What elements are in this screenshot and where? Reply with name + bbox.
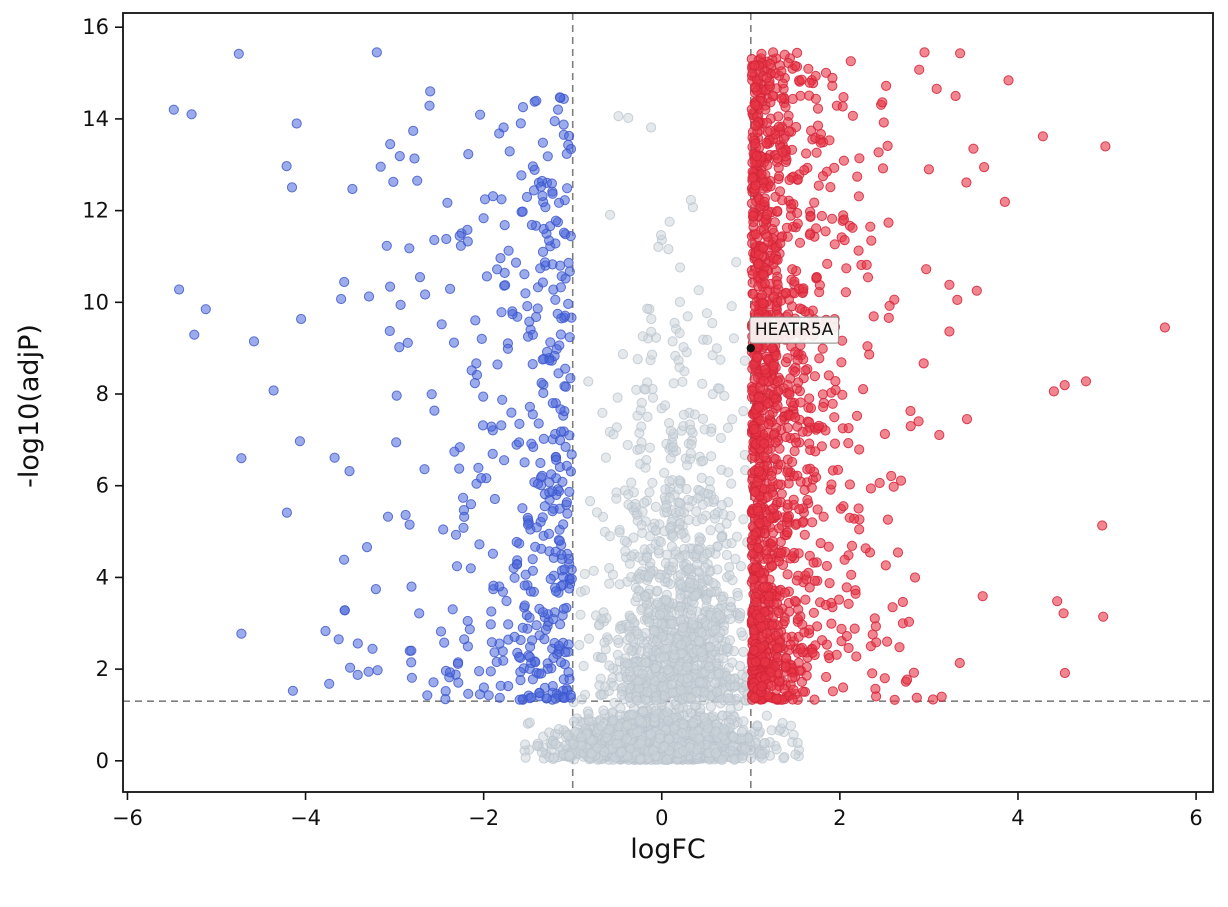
series-not-significant	[519, 111, 805, 766]
gene-annotation-box	[749, 316, 840, 344]
y-tick-label: 16	[82, 15, 109, 39]
annotated-point	[746, 343, 756, 353]
x-tick-label: −6	[112, 806, 143, 830]
axis-ticks: −6 −4 −2 0 2 4 6 0 2 4 6 8 10 12 14 16	[82, 15, 1203, 830]
series-down-regulated	[168, 47, 577, 705]
gene-annotation: HEATR5A	[746, 316, 840, 353]
x-tick-label: 0	[655, 806, 668, 830]
y-tick-label: 12	[82, 199, 109, 223]
y-tick-label: 2	[96, 657, 109, 681]
y-tick-label: 14	[82, 107, 109, 131]
y-tick-label: 0	[96, 749, 109, 773]
x-tick-label: 2	[833, 806, 846, 830]
x-tick-label: 4	[1011, 806, 1024, 830]
y-tick-label: 6	[96, 474, 109, 498]
x-tick-label: −4	[290, 806, 321, 830]
y-tick-label: 8	[96, 382, 109, 406]
x-tick-label: −2	[468, 806, 499, 830]
series-up-regulated	[746, 47, 1171, 705]
gene-annotation-label: HEATR5A	[755, 320, 834, 340]
y-axis-label: -log10(adjP)	[14, 324, 45, 488]
y-tick-label: 4	[96, 565, 109, 589]
x-tick-label: 6	[1189, 806, 1202, 830]
y-tick-label: 10	[82, 290, 109, 314]
plot-border	[122, 12, 1214, 793]
x-axis-label: logFC	[630, 834, 706, 865]
